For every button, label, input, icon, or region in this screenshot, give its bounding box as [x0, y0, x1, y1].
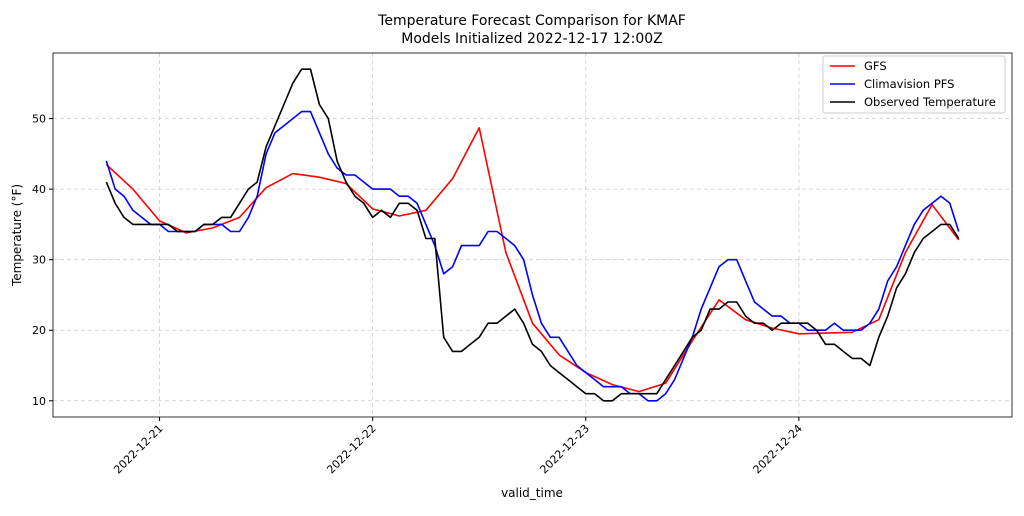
legend-label-observed: Observed Temperature [864, 95, 996, 109]
x-tick-label: 2022-12-23 [537, 422, 591, 476]
chart-title: Temperature Forecast Comparison for KMAF [377, 13, 686, 29]
legend: GFS Climavision PFS Observed Temperature [822, 55, 1006, 114]
y-tick-label: 50 [32, 113, 46, 126]
legend-label-gfs: GFS [864, 59, 887, 73]
chart-subtitle: Models Initialized 2022-12-17 12:00Z [401, 31, 662, 47]
y-axis-label: Temperature (°F) [10, 184, 24, 287]
series-line-gfs [105, 127, 960, 393]
series-line-climavision-pfs [105, 110, 960, 402]
x-tick-label: 2022-12-24 [751, 422, 805, 476]
y-tick-label: 30 [32, 254, 46, 267]
x-tick-label: 2022-12-21 [111, 422, 165, 476]
plot-frame [52, 52, 1013, 418]
y-tick-label: 20 [32, 324, 46, 337]
x-tick-label: 2022-12-22 [324, 422, 378, 476]
y-tick-label: 40 [32, 183, 46, 196]
x-axis-label: valid_time [501, 486, 563, 500]
y-axis: 10 20 30 40 50 [32, 113, 53, 408]
legend-label-pfs: Climavision PFS [864, 77, 954, 91]
series-lines [105, 68, 960, 402]
series-line-observed-temperature [105, 68, 960, 402]
legend-box [822, 55, 1006, 114]
x-axis: 2022-12-21 2022-12-22 2022-12-23 2022-12-24 [111, 417, 805, 476]
y-tick-label: 10 [32, 395, 46, 408]
